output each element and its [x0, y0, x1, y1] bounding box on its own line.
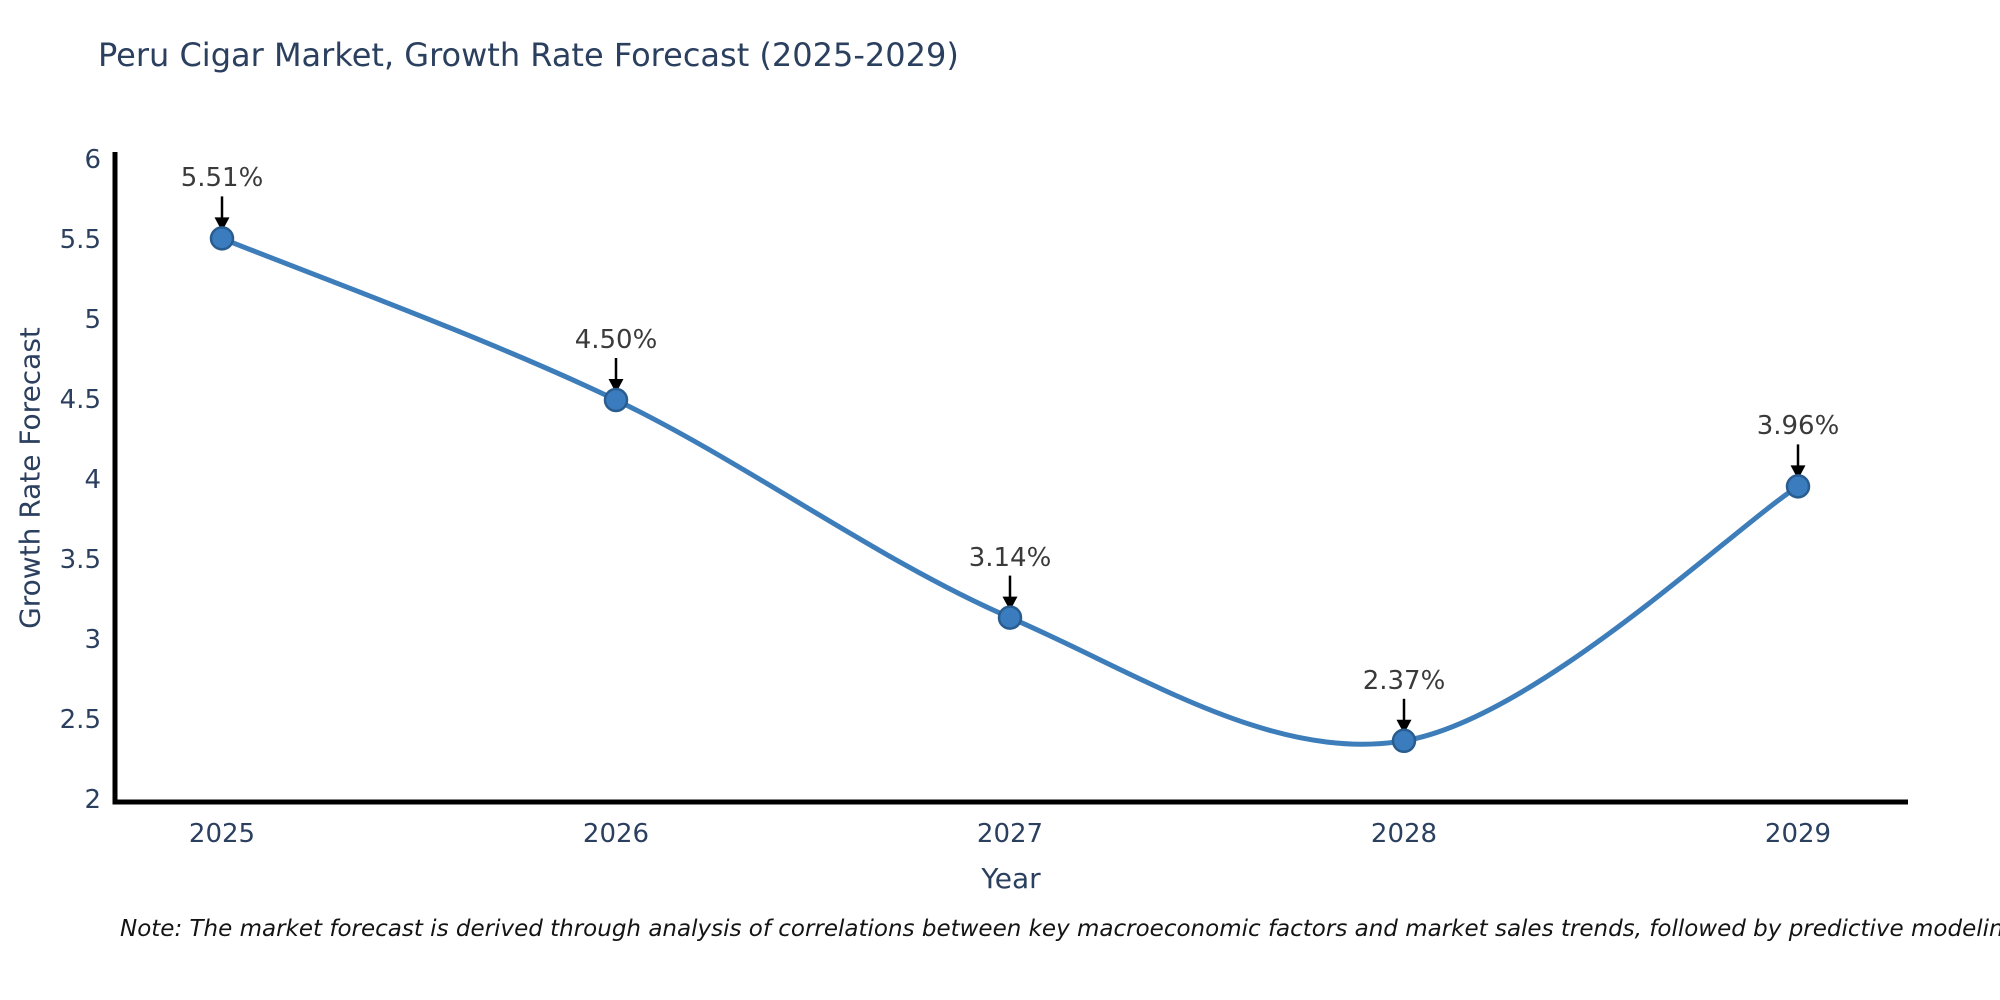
annotation-arrow-head: [1396, 719, 1412, 734]
point-value-label-2025: 5.51%: [180, 163, 264, 194]
y-tick-label-4.5: 4.5: [59, 385, 101, 415]
x-tick-label-2029: 2029: [1764, 819, 1832, 849]
data-point-2026: [603, 387, 629, 413]
axis-spines: [112, 152, 1908, 805]
annotation-arrow-head: [608, 379, 624, 393]
data-point-2029: [1785, 474, 1811, 499]
data-point-2028: [1391, 728, 1417, 754]
point-value-label-2029: 3.96%: [1756, 411, 1840, 442]
y-tick-label-5.5: 5.5: [59, 225, 101, 255]
y-tick-label-3: 3: [84, 625, 101, 655]
y-tick-label-2.5: 2.5: [59, 705, 101, 735]
point-value-label-2026: 4.50%: [574, 325, 658, 355]
footnote: Note: The market forecast is derived thr…: [120, 916, 2000, 942]
x-axis-title: Year: [981, 862, 1041, 895]
x-tick-label-2027: 2027: [976, 819, 1044, 849]
y-tick-label-2: 2: [84, 785, 101, 815]
y-tick-label-3.5: 3.5: [59, 545, 101, 575]
y-tick-label-5: 5: [84, 305, 101, 335]
y-tick-label-6: 6: [84, 145, 101, 175]
annotation-arrow-head: [1790, 465, 1806, 480]
x-tick-label-2028: 2028: [1370, 819, 1438, 849]
annotation-arrow-head: [214, 217, 230, 232]
annotation-arrow-head: [1002, 596, 1018, 611]
forecast-line: [219, 235, 1801, 747]
data-point-2025: [209, 226, 235, 251]
point-value-label-2027: 3.14%: [968, 542, 1052, 573]
point-value-label-2028: 2.37%: [1362, 665, 1446, 696]
x-tick-label-2026: 2026: [582, 819, 650, 849]
y-tick-label-4: 4: [84, 465, 101, 495]
chart-title: Peru Cigar Market, Growth Rate Forecast …: [98, 36, 959, 74]
x-tick-label-2025: 2025: [188, 819, 256, 849]
data-point-2027: [997, 605, 1023, 630]
